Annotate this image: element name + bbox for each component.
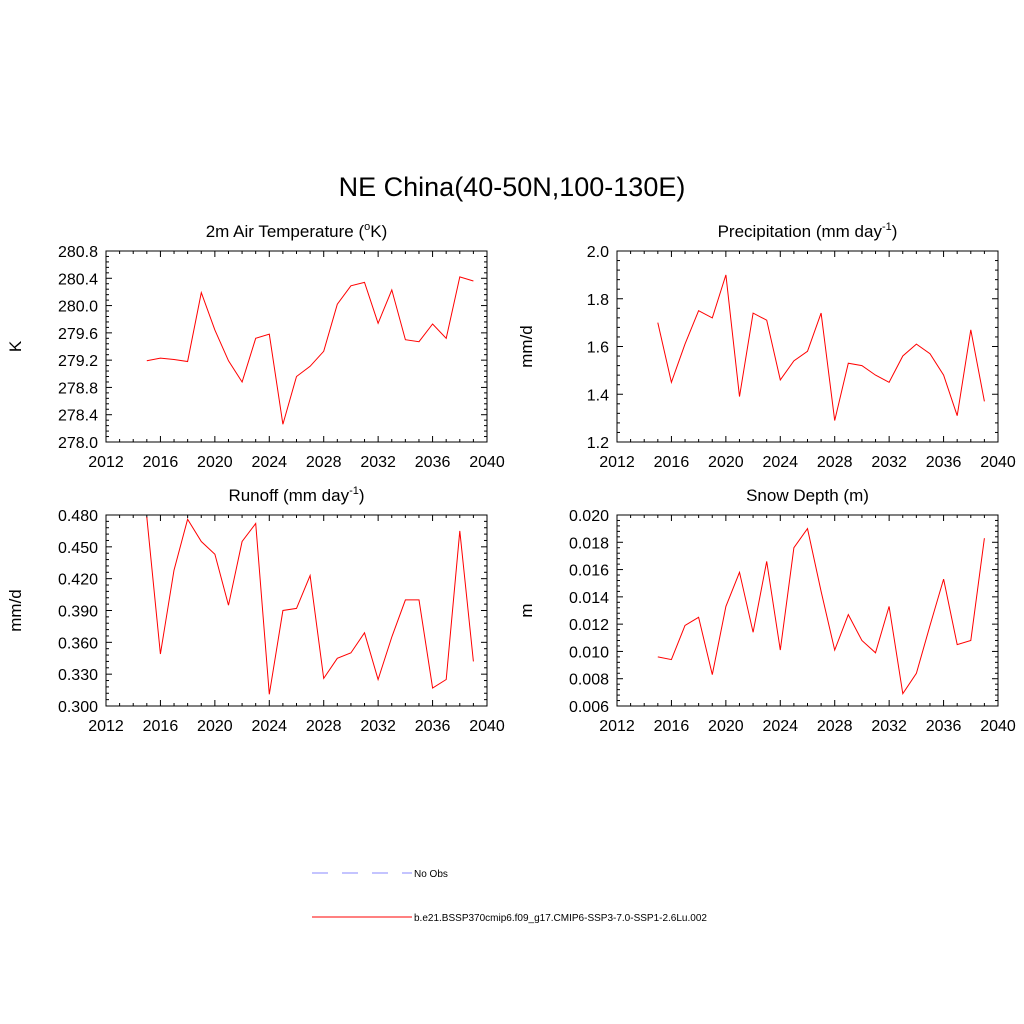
chart3-xtick-label: 2012 bbox=[88, 718, 124, 735]
chart1-ytick-label: 278.4 bbox=[58, 408, 98, 425]
chart4-series-line bbox=[657, 527, 985, 696]
chart1-frame bbox=[105, 250, 488, 443]
chart3-ytick-label: 0.390 bbox=[58, 604, 98, 621]
chart2-ytick-label: 1.6 bbox=[587, 340, 609, 357]
chart4-title: Snow Depth (m) bbox=[746, 486, 869, 505]
chart1-series-line bbox=[146, 276, 474, 425]
chart2-frame bbox=[616, 250, 999, 443]
chart2-title-sup: -1 bbox=[882, 221, 892, 233]
chart3-ytick-label: 0.360 bbox=[58, 635, 98, 652]
chart2-ytick-label: 1.4 bbox=[587, 387, 609, 404]
chart3-ytick-label: 0.330 bbox=[58, 667, 98, 684]
legend-label-no-obs: No Obs bbox=[414, 869, 448, 880]
chart1-ytick-label: 279.2 bbox=[58, 353, 98, 370]
chart4-xtick-label: 2032 bbox=[871, 718, 907, 735]
chart4-xtick-label: 2024 bbox=[762, 718, 798, 735]
chart1-ytick-label: 278.0 bbox=[58, 435, 98, 452]
chart3-title-main: Runoff (mm day bbox=[228, 486, 349, 505]
chart1-title-sup: o bbox=[364, 221, 370, 233]
chart3-ytick-label: 0.300 bbox=[58, 699, 98, 716]
chart1-xtick-label: 2040 bbox=[469, 454, 505, 471]
chart3-xtick-label: 2032 bbox=[360, 718, 396, 735]
chart2-xtick-label: 2024 bbox=[762, 454, 798, 471]
chart3-xtick-label: 2036 bbox=[415, 718, 451, 735]
chart1-title-tail: K) bbox=[370, 222, 387, 241]
chart4-ytick-label: 0.016 bbox=[569, 563, 609, 580]
chart1-xtick-label: 2028 bbox=[306, 454, 342, 471]
chart2-xtick-label: 2020 bbox=[708, 454, 744, 471]
chart3-xtick-label: 2028 bbox=[306, 718, 342, 735]
chart3-frame bbox=[105, 514, 488, 707]
chart1-xtick-label: 2036 bbox=[415, 454, 451, 471]
chart2-series-line bbox=[657, 274, 985, 421]
chart4-ytick-label: 0.020 bbox=[569, 508, 609, 525]
chart2-xtick-label: 2036 bbox=[926, 454, 962, 471]
chart3-ylabel: mm/d bbox=[6, 589, 25, 632]
chart3-xtick-label: 2016 bbox=[143, 718, 179, 735]
figure-title: NE China(40-50N,100-130E) bbox=[339, 172, 686, 202]
chart4-xtick-label: 2040 bbox=[980, 718, 1016, 735]
chart2-xtick-label: 2040 bbox=[980, 454, 1016, 471]
chart4-frame bbox=[616, 514, 999, 707]
legend-label-model-run: b.e21.BSSP370cmip6.f09_g17.CMIP6-SSP3-7.… bbox=[414, 913, 707, 924]
chart1-xtick-label: 2032 bbox=[360, 454, 396, 471]
chart4-xtick-label: 2020 bbox=[708, 718, 744, 735]
chart4-title-main: Snow Depth (m) bbox=[746, 486, 869, 505]
chart3-xtick-label: 2040 bbox=[469, 718, 505, 735]
chart2-title: Precipitation (mm day-1) bbox=[718, 221, 898, 241]
chart1-xtick-label: 2012 bbox=[88, 454, 124, 471]
chart2-ylabel: mm/d bbox=[517, 325, 536, 368]
legend: No Obs b.e21.BSSP370cmip6.f09_g17.CMIP6-… bbox=[312, 869, 707, 924]
chart1-ylabel: K bbox=[6, 340, 25, 352]
chart1-ytick-label: 278.8 bbox=[58, 380, 98, 397]
chart4-ytick-label: 0.006 bbox=[569, 699, 609, 716]
chart1: 2012 2016 2020 2024 2028 2032 2036 2040 278.0 278… bbox=[6, 221, 505, 471]
chart3-ytick-label: 0.450 bbox=[58, 540, 98, 557]
chart4-ytick-label: 0.012 bbox=[569, 617, 609, 634]
chart1-ytick-label: 280.4 bbox=[58, 271, 98, 288]
chart1-ytick-label: 279.6 bbox=[58, 326, 98, 343]
chart4-ytick-label: 0.010 bbox=[569, 644, 609, 661]
chart3-title: Runoff (mm day-1) bbox=[228, 485, 364, 505]
chart1-ytick-label: 280.8 bbox=[58, 244, 98, 261]
chart2-xtick-label: 2032 bbox=[871, 454, 907, 471]
chart3-series-line bbox=[146, 517, 474, 695]
chart2-ytick-label: 2.0 bbox=[587, 244, 609, 261]
chart2-title-main: Precipitation (mm day bbox=[718, 222, 883, 241]
chart1-xtick-label: 2024 bbox=[251, 454, 287, 471]
chart2-xtick-label: 2028 bbox=[817, 454, 853, 471]
chart4-ytick-label: 0.018 bbox=[569, 535, 609, 552]
chart3-xtick-label: 2020 bbox=[197, 718, 233, 735]
chart4-ylabel: m bbox=[517, 603, 536, 617]
chart4-xtick-label: 2028 bbox=[817, 718, 853, 735]
chart2-xtick-label: 2016 bbox=[654, 454, 690, 471]
chart1-title: 2m Air Temperature (oK) bbox=[206, 221, 388, 241]
chart3-title-sup: -1 bbox=[349, 485, 359, 497]
chart4-ytick-label: 0.014 bbox=[569, 590, 609, 607]
chart3: 2012 2016 2020 2024 2028 2032 2036 2040 0.300 0.3… bbox=[6, 485, 505, 735]
chart1-xtick-label: 2020 bbox=[197, 454, 233, 471]
chart2: 2012 2016 2020 2024 2028 2032 2036 2040 1.2 1.4 1.… bbox=[517, 221, 1016, 471]
chart4-xtick-label: 2012 bbox=[599, 718, 635, 735]
chart1-xtick-label: 2016 bbox=[143, 454, 179, 471]
chart3-ytick-label: 0.420 bbox=[58, 572, 98, 589]
chart1-title-main: 2m Air Temperature ( bbox=[206, 222, 365, 241]
chart3-title-tail: ) bbox=[359, 486, 365, 505]
chart2-xtick-label: 2012 bbox=[599, 454, 635, 471]
chart4: 2012 2016 2020 2024 2028 2032 2036 2040 0.006 0.0… bbox=[517, 486, 1016, 735]
chart4-xtick-label: 2036 bbox=[926, 718, 962, 735]
chart2-ytick-label: 1.2 bbox=[587, 435, 609, 452]
chart1-ytick-label: 280.0 bbox=[58, 299, 98, 316]
chart2-title-tail: ) bbox=[892, 222, 898, 241]
chart2-ytick-label: 1.8 bbox=[587, 292, 609, 309]
chart4-xtick-label: 2016 bbox=[654, 718, 690, 735]
chart3-ytick-label: 0.480 bbox=[58, 508, 98, 525]
chart4-ytick-label: 0.008 bbox=[569, 672, 609, 689]
chart3-xtick-label: 2024 bbox=[251, 718, 287, 735]
